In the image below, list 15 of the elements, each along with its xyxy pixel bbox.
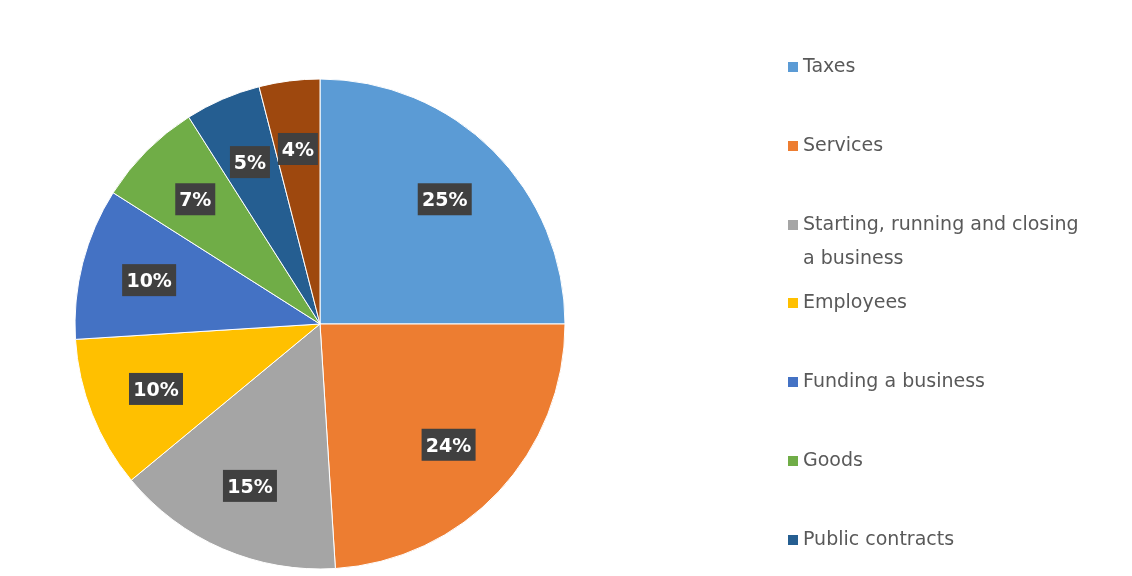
data-label: 15% xyxy=(227,474,273,497)
data-label: 24% xyxy=(425,433,472,456)
legend-label: Taxes xyxy=(802,54,856,76)
data-label: 7% xyxy=(179,188,212,211)
data-label: 10% xyxy=(126,269,172,292)
legend-label: Public contracts xyxy=(803,527,955,549)
legend-label: Starting, running and closing a business xyxy=(803,212,1079,268)
legend-label: Funding a business xyxy=(803,369,985,391)
legend-label: Services xyxy=(803,133,884,155)
legend-label: Employees xyxy=(803,290,907,312)
data-label: 4% xyxy=(281,137,315,160)
data-label: 10% xyxy=(133,377,179,400)
legend-label: Goods xyxy=(803,448,863,470)
data-label: 5% xyxy=(233,151,267,174)
data-label: 25% xyxy=(421,188,468,211)
